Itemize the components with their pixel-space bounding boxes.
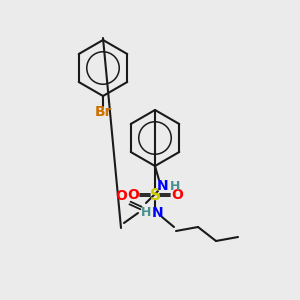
- Text: N: N: [152, 206, 164, 220]
- Text: Br: Br: [94, 105, 112, 119]
- Text: O: O: [127, 188, 139, 202]
- Text: O: O: [115, 189, 127, 203]
- Text: S: S: [149, 188, 161, 202]
- Text: H: H: [170, 179, 180, 193]
- Text: H: H: [141, 206, 151, 220]
- Text: N: N: [157, 179, 169, 193]
- Text: O: O: [171, 188, 183, 202]
